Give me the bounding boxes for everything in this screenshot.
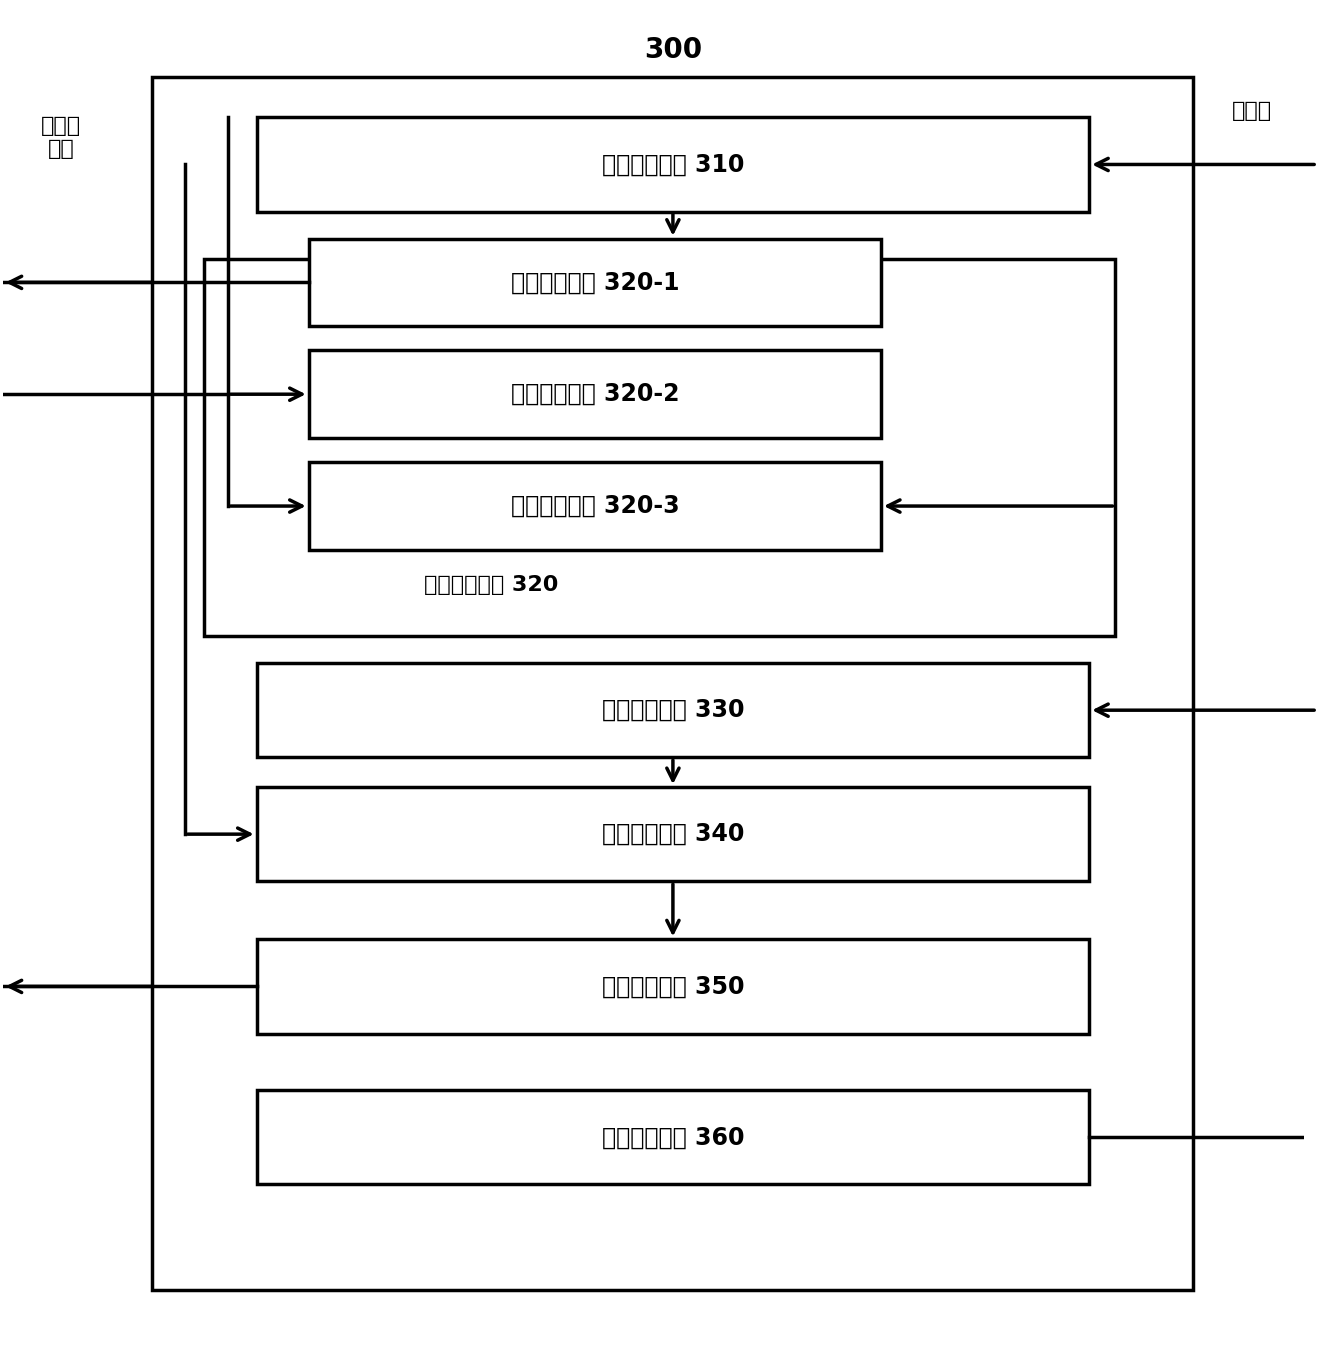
- Bar: [257, 787, 1089, 881]
- Bar: [257, 1091, 1089, 1184]
- Bar: [153, 77, 1193, 1289]
- Text: 用户设
备侧: 用户设 备侧: [41, 116, 82, 160]
- Text: 第一确定单元 320: 第一确定单元 320: [424, 575, 558, 595]
- Bar: [257, 118, 1089, 211]
- Text: 第二确定单元 340: 第二确定单元 340: [602, 823, 744, 846]
- Text: 第三接收单元 320-2: 第三接收单元 320-2: [511, 382, 680, 406]
- Bar: [308, 350, 881, 438]
- Text: 第二接收单元 330: 第二接收单元 330: [602, 698, 744, 723]
- Bar: [308, 238, 881, 326]
- Bar: [257, 663, 1089, 758]
- Text: 第一接收单元 310: 第一接收单元 310: [602, 153, 744, 176]
- Text: 第一发送单元 350: 第一发送单元 350: [602, 974, 744, 999]
- Text: 第三发送单元 360: 第三发送单元 360: [602, 1126, 744, 1149]
- Text: 300: 300: [644, 37, 702, 64]
- Bar: [308, 463, 881, 549]
- Text: 第三确定单元 320-3: 第三确定单元 320-3: [511, 494, 680, 518]
- Text: 第二发送单元 320-1: 第二发送单元 320-1: [511, 271, 680, 295]
- Text: 基站侧: 基站侧: [1231, 100, 1272, 120]
- Bar: [257, 939, 1089, 1034]
- Bar: [204, 258, 1115, 636]
